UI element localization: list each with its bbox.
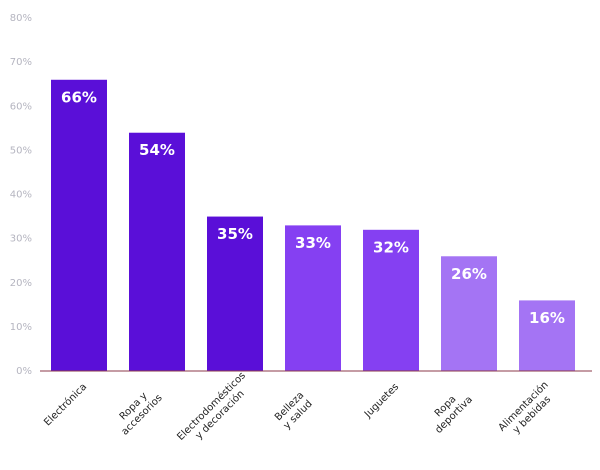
- x-tick-label: Electrónica: [42, 381, 90, 429]
- y-tick-label: 70%: [10, 57, 32, 68]
- y-tick-label: 80%: [10, 13, 32, 24]
- y-tick-label: 30%: [10, 234, 32, 245]
- value-label: 33%: [295, 234, 331, 252]
- y-tick-label: 50%: [10, 145, 32, 156]
- value-label: 32%: [373, 238, 409, 256]
- value-label: 66%: [61, 88, 97, 106]
- value-label: 26%: [451, 265, 487, 283]
- bar: [285, 225, 341, 371]
- y-tick-label: 60%: [10, 101, 32, 112]
- x-tick-label-line: Juguetes: [362, 381, 401, 420]
- y-tick-label: 40%: [10, 190, 32, 201]
- value-label: 54%: [139, 141, 175, 159]
- y-tick-label: 20%: [10, 278, 32, 289]
- y-tick-label: 10%: [10, 322, 32, 333]
- x-tick-label-line: Electrónica: [42, 381, 90, 429]
- value-label: 16%: [529, 309, 565, 327]
- bar: [129, 132, 185, 371]
- value-label: 35%: [217, 225, 253, 243]
- bar: [51, 79, 107, 372]
- x-tick-label: Juguetes: [362, 381, 401, 420]
- y-tick-label: 0%: [16, 366, 32, 377]
- bar: [441, 256, 497, 371]
- bar: [519, 300, 575, 371]
- bar: [207, 216, 263, 371]
- bar: [363, 229, 419, 371]
- x-tick-label-line: Electrodomésticos: [175, 370, 248, 443]
